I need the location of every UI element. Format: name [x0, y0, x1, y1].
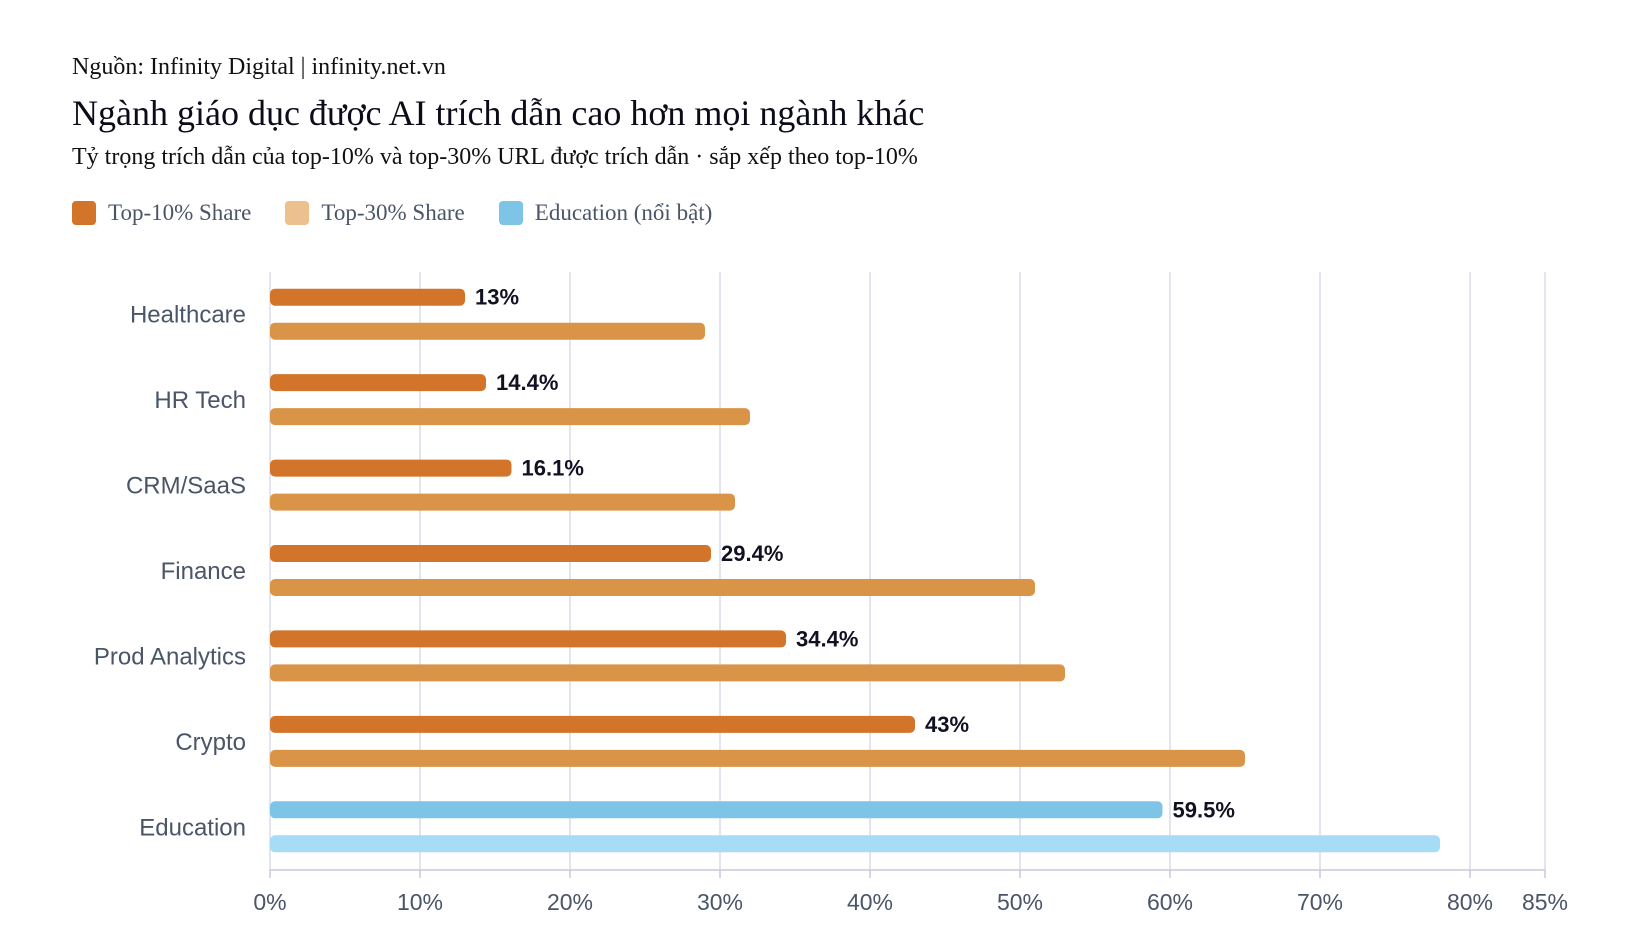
- value-label-3: 29.4%: [721, 541, 783, 566]
- source-text: Nguồn: Infinity Digital | infinity.net.v…: [72, 54, 446, 80]
- bar-top30-6[interactable]: [270, 835, 1440, 853]
- value-label-1: 14.4%: [496, 370, 558, 395]
- bar-top10-0[interactable]: [270, 288, 465, 306]
- bar-top10-2[interactable]: [270, 459, 512, 477]
- tick-label-4: 40%: [847, 889, 893, 915]
- bar-top10-4[interactable]: [270, 630, 786, 648]
- tick-label-7: 70%: [1297, 889, 1343, 915]
- category-label-3: Finance: [161, 558, 246, 585]
- legend-swatch-highlight: [498, 201, 523, 225]
- bar-top10-5[interactable]: [270, 715, 915, 733]
- category-label-0: Healthcare: [130, 302, 246, 329]
- bar-top10-3[interactable]: [270, 545, 711, 562]
- legend-item-top30[interactable]: Top-30% Share: [285, 200, 465, 226]
- legend-swatch-top30: [285, 201, 310, 225]
- bar-top30-5[interactable]: [270, 749, 1245, 767]
- category-label-2: CRM/SaaS: [126, 473, 246, 500]
- bar-top30-3[interactable]: [270, 579, 1035, 596]
- chart-title: Ngành giáo dục được AI trích dẫn cao hơn…: [72, 93, 925, 133]
- tick-label-6: 60%: [1147, 889, 1193, 915]
- legend-item-top10[interactable]: Top-10% Share: [72, 200, 251, 226]
- tick-label-3: 30%: [697, 889, 743, 915]
- legend-label-highlight: Education (nổi bật): [534, 200, 713, 225]
- legend-label-top10: Top-10% Share: [108, 200, 252, 225]
- value-label-6: 59.5%: [1173, 797, 1235, 822]
- tick-label-8: 80%: [1447, 889, 1493, 915]
- bar-top30-1[interactable]: [270, 408, 750, 426]
- value-label-2: 16.1%: [522, 456, 584, 481]
- legend: Top-10% Share Top-30% Share Education (n…: [72, 200, 746, 226]
- category-label-6: Education: [139, 814, 246, 841]
- tick-label-2: 20%: [547, 889, 593, 915]
- category-label-5: Crypto: [175, 729, 246, 756]
- legend-swatch-top10: [72, 201, 96, 225]
- tick-label-9: 85%: [1522, 889, 1568, 915]
- bar-top10-6[interactable]: [270, 801, 1163, 819]
- bar-top30-4[interactable]: [270, 664, 1065, 682]
- category-label-1: HR Tech: [154, 387, 246, 414]
- bar-top30-2[interactable]: [270, 493, 735, 511]
- tick-label-5: 50%: [997, 889, 1043, 915]
- bar-top30-0[interactable]: [270, 322, 705, 340]
- legend-item-highlight[interactable]: Education (nổi bật): [498, 200, 713, 226]
- value-label-4: 34.4%: [796, 626, 858, 651]
- chart-subtitle: Tỷ trọng trích dẫn của top-10% và top-30…: [72, 144, 918, 170]
- legend-label-top30: Top-30% Share: [321, 200, 465, 225]
- tick-label-0: 0%: [253, 889, 286, 915]
- tick-label-1: 10%: [397, 889, 443, 915]
- value-label-5: 43%: [925, 712, 969, 737]
- bar-top10-1[interactable]: [270, 374, 486, 392]
- value-label-0: 13%: [475, 285, 519, 310]
- category-label-4: Prod Analytics: [94, 643, 246, 670]
